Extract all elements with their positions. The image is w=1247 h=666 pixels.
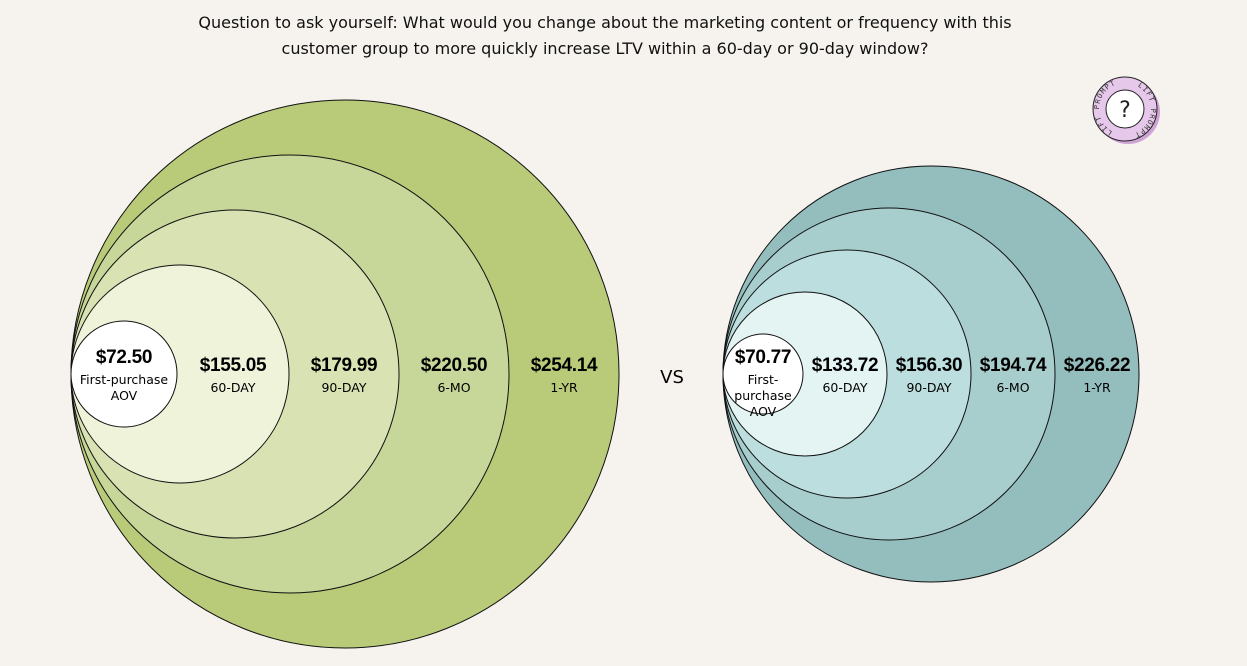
category-label-b-6-mo: 6-MO [996,380,1029,395]
category-label-b-1-yr: 1-YR [1083,380,1111,395]
category-label-a-60-day: 60-DAY [210,380,255,395]
category-label-a-6-mo: 6-MO [437,380,470,395]
question-line-1: Question to ask yourself: What would you… [198,13,1012,32]
chart-group-a: $72.50 First-purchase AOV $155.05 60-DAY $179… [70,99,620,649]
value-label-a-90-day: $179.99 [311,355,378,376]
value-label-b-6-mo: $194.74 [980,355,1047,376]
category-label-b-90-day: 90-DAY [906,380,951,395]
value-label-a-6-mo: $220.50 [421,355,488,376]
question-text: Question to ask yourself: What would you… [150,10,1060,62]
badge-inner-circle [1105,89,1145,129]
value-label-b-60-day: $133.72 [812,355,879,376]
category-label-a-90-day: 90-DAY [321,380,366,395]
category-label-a-1-yr: 1-YR [550,380,578,395]
category-label-b-60-day: 60-DAY [822,380,867,395]
category-label-a-first-purchase-aov: First-purchase AOV [80,372,169,403]
bubble-a-first-purchase-aov [70,320,178,428]
value-label-b-90-day: $156.30 [896,355,963,376]
chart-group-b: $70.77 First-purchase AOV $133.72 60-DAY $156… [722,165,1140,583]
value-label-b-1-yr: $226.22 [1064,355,1131,376]
vs-label: VS [660,367,684,388]
value-label-a-60-day: $155.05 [200,355,267,376]
category-label-b-first-purchase-aov: First-purchase AOV [734,372,792,419]
bubble-b-first-purchase-aov [722,333,804,415]
value-label-a-first-purchase-aov: $72.50 [96,347,152,368]
question-mark-icon: ? [1119,98,1131,123]
question-line-2: customer group to more quickly increase … [281,39,929,58]
value-label-b-first-purchase-aov: $70.77 [735,347,791,368]
lift-prompt-badge: LIFT PROMPT LIFT PROMPT ? [1092,76,1160,144]
value-label-a-1-yr: $254.14 [531,355,598,376]
